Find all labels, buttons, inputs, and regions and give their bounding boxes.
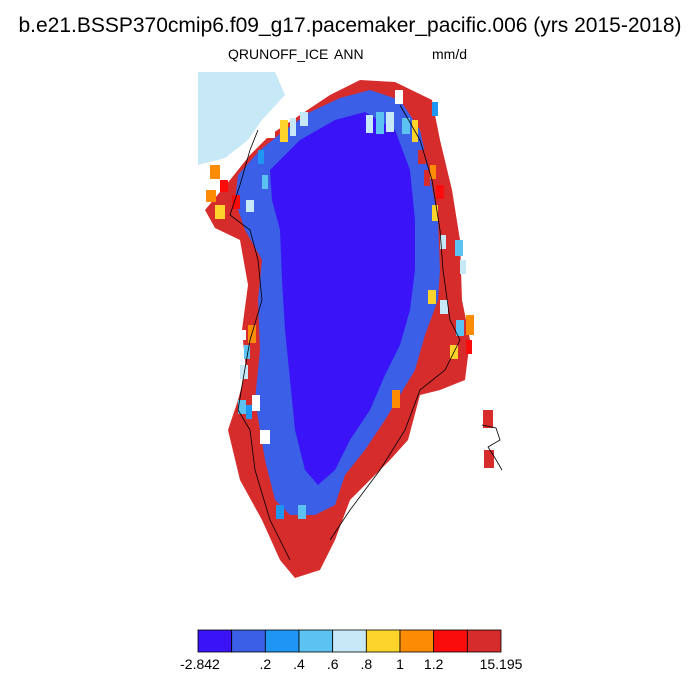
grid-cell	[440, 235, 446, 249]
colorbar-tick-label: -2.842	[180, 656, 220, 672]
colorbar-swatch	[264, 629, 300, 653]
coastline-west	[229, 129, 291, 561]
grid-cell	[220, 180, 228, 192]
colorbar-swatch	[298, 629, 334, 653]
grid-cell	[484, 450, 494, 468]
grid-cell	[262, 175, 268, 189]
colorbar-swatch	[466, 629, 502, 653]
grid-cell	[386, 112, 394, 132]
grid-cell	[424, 170, 430, 186]
grid-cell	[206, 190, 216, 202]
grid-cell	[300, 112, 308, 126]
greenland-runoff-field	[198, 72, 470, 578]
variable-label: QRUNOFF_ICE	[228, 46, 329, 62]
missing-cell	[252, 395, 260, 411]
missing-cell	[395, 90, 403, 104]
grid-cell	[436, 185, 444, 199]
colorbar-swatch	[399, 629, 435, 653]
colorbar-tick-label: .6	[326, 656, 339, 672]
colorbar-swatch	[231, 629, 266, 653]
grid-cell	[483, 410, 493, 428]
colorbar-tick-label: .8	[360, 656, 373, 672]
units-label: mm/d	[432, 46, 467, 62]
grid-cell	[430, 165, 436, 179]
grid-cell	[210, 165, 220, 179]
grid-cell	[298, 505, 306, 519]
coastline	[229, 104, 503, 561]
coastline-east	[329, 104, 461, 541]
nw-light-patch	[198, 72, 285, 165]
grid-cell	[432, 102, 438, 116]
colorbar-swatch	[332, 629, 367, 653]
interior-core	[270, 112, 415, 485]
grid-cell	[466, 340, 472, 354]
grid-cell	[238, 400, 246, 414]
colorbar-tick-label: 1	[396, 656, 404, 672]
grid-cell	[244, 345, 250, 359]
grid-cell	[432, 205, 438, 221]
grid-cell	[215, 205, 225, 219]
colorbar-tick-label: 1.2	[423, 656, 444, 672]
missing-cell	[265, 120, 275, 138]
colorbar-swatch	[433, 629, 468, 653]
period-label: ANN	[334, 46, 364, 62]
grid-cell	[428, 290, 436, 304]
grid-cell	[246, 405, 252, 419]
colorbar-swatch	[365, 629, 401, 653]
grid-cell	[466, 315, 474, 335]
grid-cell	[460, 340, 466, 354]
grid-cell	[460, 260, 466, 274]
grid-cell	[418, 150, 426, 164]
grid-cell	[455, 240, 463, 256]
coastline-island	[481, 424, 503, 471]
grid-cell	[366, 115, 373, 133]
missing-cell	[260, 430, 270, 444]
plot-title: b.e21.BSSP370cmip6.f09_g17.pacemaker_pac…	[18, 14, 682, 37]
grid-cell	[232, 195, 240, 209]
grid-cell	[456, 320, 464, 336]
grid-cell	[280, 120, 288, 142]
grid-cell	[290, 118, 296, 136]
grid-cell	[246, 200, 254, 212]
grid-cell	[258, 150, 264, 164]
grid-cell	[376, 112, 384, 134]
grid-cell	[392, 390, 400, 408]
colorbar-swatch	[197, 629, 233, 653]
grid-cell	[402, 118, 410, 134]
colorbar-tick-label: .4	[293, 656, 305, 672]
missing-cell	[240, 330, 246, 340]
grid-cell	[440, 300, 448, 314]
grid-cell	[276, 505, 284, 519]
colorbar	[197, 629, 502, 653]
colorbar-labels: -2.842 .2 .4 .6 .8 1 1.2 15.195	[0, 656, 700, 676]
colorbar-tick-label: .2	[259, 656, 272, 672]
colorbar-tick-label: 15.195	[479, 656, 523, 672]
